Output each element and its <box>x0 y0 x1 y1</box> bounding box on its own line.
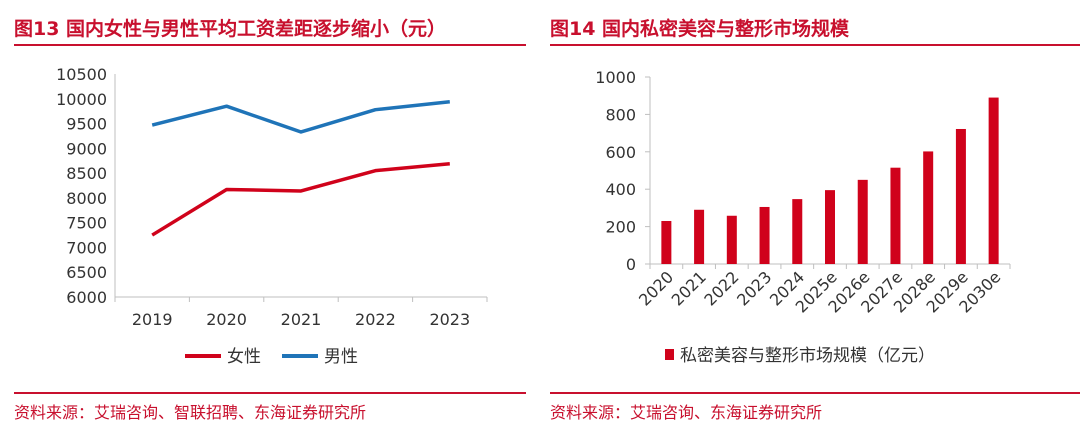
y-tick-label: 7500 <box>66 214 107 233</box>
bar <box>955 128 966 264</box>
x-tick-label: 2022 <box>355 310 396 329</box>
y-tick-label: 600 <box>605 143 636 162</box>
x-tick-label: 2020 <box>635 267 677 309</box>
bar <box>988 97 999 264</box>
y-tick-label: 6000 <box>66 288 107 307</box>
x-tick-label: 2019 <box>132 310 173 329</box>
series-line-male <box>151 100 450 134</box>
y-tick-label: 7000 <box>66 238 107 257</box>
x-tick-label: 2020 <box>206 310 247 329</box>
source-divider <box>14 392 526 394</box>
line-chart: 6000 6500 7000 7500 8000 8500 9000 9500 10000 105… <box>56 65 488 367</box>
y-tick-label: 10500 <box>56 65 107 84</box>
bar <box>890 167 901 264</box>
x-tick-label: 2021 <box>668 267 710 309</box>
source-divider <box>550 392 1080 394</box>
x-tick-label: 2021 <box>281 310 322 329</box>
bar <box>792 199 803 264</box>
source-note-left: 资料来源：艾瑞咨询、智联招聘、东海证券研究所 <box>14 403 367 422</box>
x-tick-label: 2022 <box>700 267 742 309</box>
y-tick-label: 1000 <box>595 68 636 87</box>
series-line-female <box>151 161 450 237</box>
y-tick-label: 800 <box>605 105 636 124</box>
y-tick-label: 0 <box>626 255 636 274</box>
y-tick-label: 6500 <box>66 263 107 282</box>
legend-label: 私密美容与整形市场规模（亿元） <box>680 346 935 366</box>
legend-swatch <box>665 349 674 360</box>
title-divider <box>550 44 1080 46</box>
y-tick-label: 200 <box>605 218 636 237</box>
legend-label: 男性 <box>324 347 358 367</box>
bar <box>759 206 770 264</box>
left-panel: 图13 国内女性与男性平均工资差距逐步缩小（元） 6000 6500 7000 750… <box>0 0 530 438</box>
title-divider <box>14 44 526 46</box>
bar <box>825 190 835 264</box>
y-tick-label: 10000 <box>56 90 107 109</box>
chart-title-left: 图13 国内女性与男性平均工资差距逐步缩小（元） <box>14 18 447 40</box>
y-tick-label: 8000 <box>66 189 107 208</box>
x-tick-label: 2023 <box>733 267 775 309</box>
y-tick-label: 9500 <box>66 115 107 134</box>
source-note-right: 资料来源：艾瑞咨询、东海证券研究所 <box>550 403 823 422</box>
right-panel: 图14 国内私密美容与整形市场规模 0 200 400 600 800 1000 2020 2… <box>548 0 1080 438</box>
legend-label: 女性 <box>227 347 261 367</box>
chart-title-right: 图14 国内私密美容与整形市场规模 <box>550 18 850 40</box>
x-tick-label: 2023 <box>429 310 470 329</box>
bar <box>694 209 705 264</box>
y-tick-label: 9000 <box>66 139 107 158</box>
y-tick-label: 8500 <box>66 164 107 183</box>
y-tick-label: 400 <box>605 180 636 199</box>
bar <box>857 179 868 264</box>
bar <box>726 215 737 264</box>
bar-chart: 0200400600800100020202021202220232024202… <box>595 68 1011 366</box>
bar <box>923 151 934 264</box>
bar <box>661 220 672 264</box>
